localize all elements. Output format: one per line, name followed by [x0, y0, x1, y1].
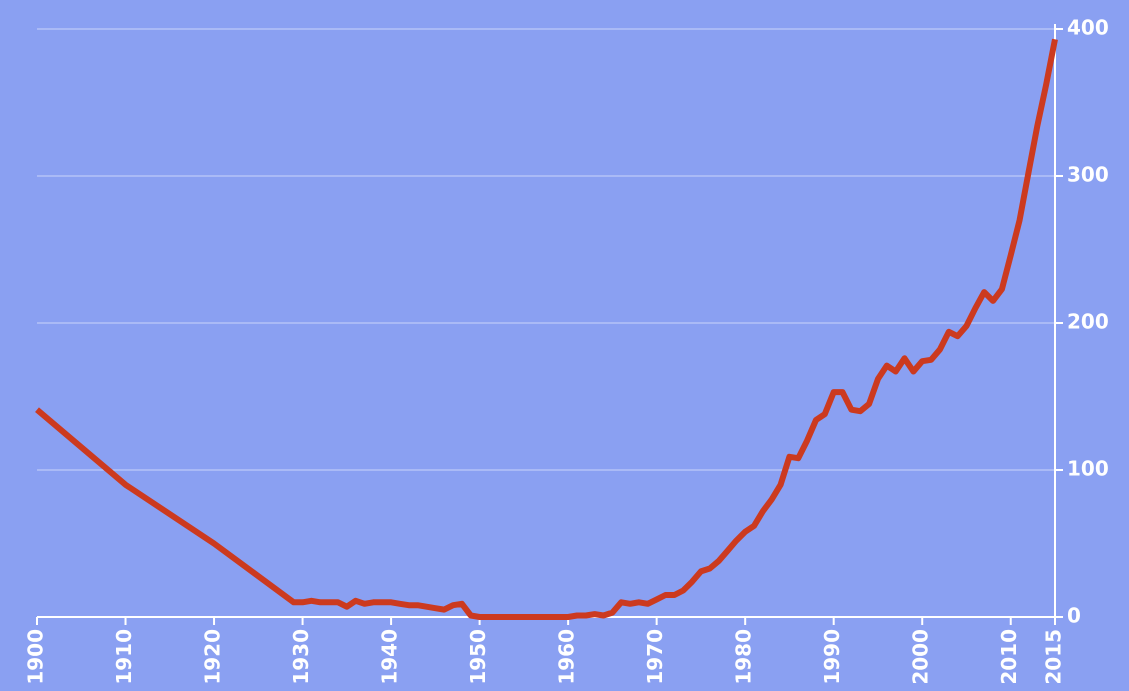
x-tick-label: 1940	[378, 629, 402, 685]
x-tick-label: 2000	[909, 629, 933, 685]
x-tick-label: 1970	[643, 629, 667, 685]
x-tick-label: 1910	[112, 629, 136, 685]
data-line	[35, 38, 1058, 620]
x-tick-label: 1960	[555, 629, 579, 685]
x-tick-label: 2010	[997, 629, 1021, 685]
x-tick-label: 1950	[466, 629, 490, 685]
x-tick-label: 1930	[289, 629, 313, 685]
x-tick-label: 1980	[732, 629, 756, 685]
y-tick-label: 100	[1067, 457, 1109, 481]
y-tick-label: 200	[1067, 310, 1109, 334]
x-tick-label: 1920	[201, 629, 225, 685]
x-tick-label: 2015	[1042, 629, 1066, 685]
y-tick-label: 0	[1067, 604, 1081, 628]
x-tick-label: 1900	[24, 629, 48, 685]
x-tick-label: 1990	[820, 629, 844, 685]
y-tick-label: 300	[1067, 163, 1109, 187]
y-tick-label: 400	[1067, 16, 1109, 40]
